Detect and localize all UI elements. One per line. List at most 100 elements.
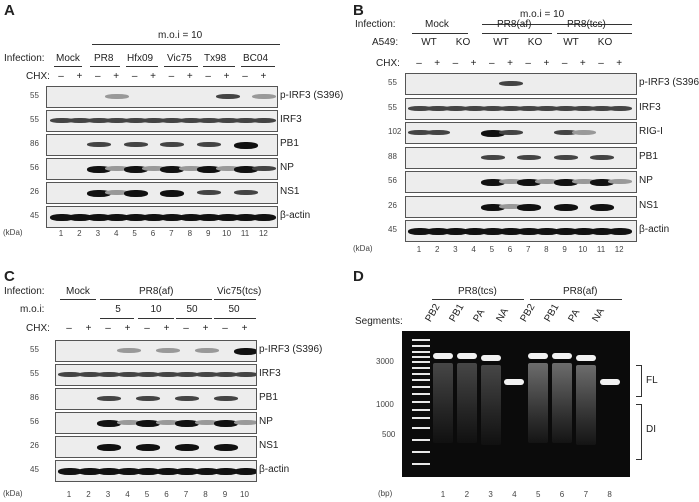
panel-a-moi-line <box>92 44 280 45</box>
lane-number: 11 <box>596 245 606 254</box>
panel-d-group-pr8af: PR8(af) <box>563 286 598 297</box>
band <box>97 420 121 427</box>
lane-number: 1 <box>66 490 72 499</box>
band <box>553 228 578 235</box>
genotype-label: WT <box>421 37 437 48</box>
band <box>197 142 222 147</box>
segment-label: PA <box>566 307 583 324</box>
band <box>97 372 121 377</box>
chx-symbol-plus: + <box>241 323 248 334</box>
chx-symbol-plus: + <box>113 71 120 82</box>
band <box>105 94 130 99</box>
lane-number: 8 <box>544 245 549 254</box>
fl-bracket <box>636 365 642 397</box>
band <box>116 468 141 475</box>
panel-d-segments-label: Segments: <box>355 316 403 327</box>
panel-d-letter: D <box>353 268 364 285</box>
chx-symbol-minus: – <box>525 58 531 69</box>
lane-number: 6 <box>559 490 565 499</box>
band <box>517 105 542 111</box>
band <box>426 105 451 111</box>
band <box>499 105 523 111</box>
blot--actin <box>46 206 278 228</box>
mw-marker: 55 <box>388 78 397 87</box>
full-length-band <box>599 379 620 385</box>
band <box>608 228 633 235</box>
band <box>175 372 199 377</box>
blot-label: IRF3 <box>280 114 302 125</box>
band <box>608 179 633 184</box>
chx-symbol-minus: – <box>452 58 459 69</box>
band <box>197 166 222 173</box>
chx-symbol-plus: + <box>124 323 131 334</box>
band <box>590 228 614 235</box>
band <box>426 130 451 135</box>
lane-number: 7 <box>583 490 589 499</box>
mw-marker: 26 <box>388 200 397 210</box>
band <box>142 214 166 221</box>
band <box>123 214 148 221</box>
panel-c-group-mock: Mock <box>66 286 90 297</box>
band <box>215 118 240 123</box>
lane-number: 4 <box>512 490 517 499</box>
chx-symbol-plus: + <box>507 58 513 69</box>
full-length-band <box>433 353 453 359</box>
chx-symbol-minus: – <box>561 58 568 69</box>
lane-number: 6 <box>507 245 513 254</box>
band <box>58 468 82 475</box>
band <box>214 468 238 475</box>
ladder-band <box>412 463 430 465</box>
band <box>499 81 523 86</box>
chx-symbol-plus: + <box>202 323 209 334</box>
band <box>142 166 166 171</box>
band <box>444 105 469 111</box>
panel-c-moi-50-vic: 50 <box>228 304 240 315</box>
ladder-band <box>412 379 430 381</box>
band <box>553 130 578 135</box>
panel-b-group-pr8af: PR8(af) <box>497 19 532 30</box>
segment-label: PB2 <box>423 302 443 324</box>
panel-a-group-mock: Mock <box>56 53 80 64</box>
lane-number: 3 <box>105 490 111 499</box>
lane-number: 12 <box>614 245 624 254</box>
chx-symbol-minus: – <box>416 58 422 69</box>
band <box>517 179 542 186</box>
blot-np <box>55 412 257 434</box>
chx-symbol-plus: + <box>543 58 550 69</box>
band <box>197 214 222 221</box>
full-length-band <box>575 355 596 361</box>
band <box>214 444 238 451</box>
mw-marker: 86 <box>30 139 39 148</box>
band <box>86 190 111 197</box>
band <box>553 105 578 111</box>
band <box>535 228 560 235</box>
blot-irf3 <box>405 97 637 120</box>
genotype-label: WT <box>563 37 579 48</box>
band <box>252 94 277 99</box>
full-length-band <box>504 379 525 385</box>
lane-number: 7 <box>169 229 174 238</box>
chx-symbol-minus: – <box>131 71 138 82</box>
chx-symbol-plus: + <box>616 58 623 69</box>
panel-b-kda-label: (kDa) <box>353 244 373 253</box>
lane-number: 5 <box>132 229 137 238</box>
chx-symbol-minus: – <box>144 323 150 334</box>
band <box>480 154 505 160</box>
band <box>233 468 256 475</box>
chx-symbol-minus: – <box>105 323 111 334</box>
band <box>444 228 469 235</box>
band <box>155 468 180 475</box>
band <box>175 444 199 451</box>
lane-number: 6 <box>150 229 156 238</box>
segment-label: PA <box>471 307 487 324</box>
mw-marker: 26 <box>30 441 39 450</box>
panel-a-letter: A <box>4 2 15 19</box>
band <box>160 166 185 173</box>
panel-a-moi-header: m.o.i = 10 <box>158 30 203 41</box>
band <box>58 372 82 377</box>
chx-symbol-minus: – <box>168 71 175 82</box>
band <box>123 190 148 197</box>
chx-symbol-minus: – <box>66 323 72 334</box>
ladder-band <box>412 393 430 395</box>
band <box>175 420 199 427</box>
